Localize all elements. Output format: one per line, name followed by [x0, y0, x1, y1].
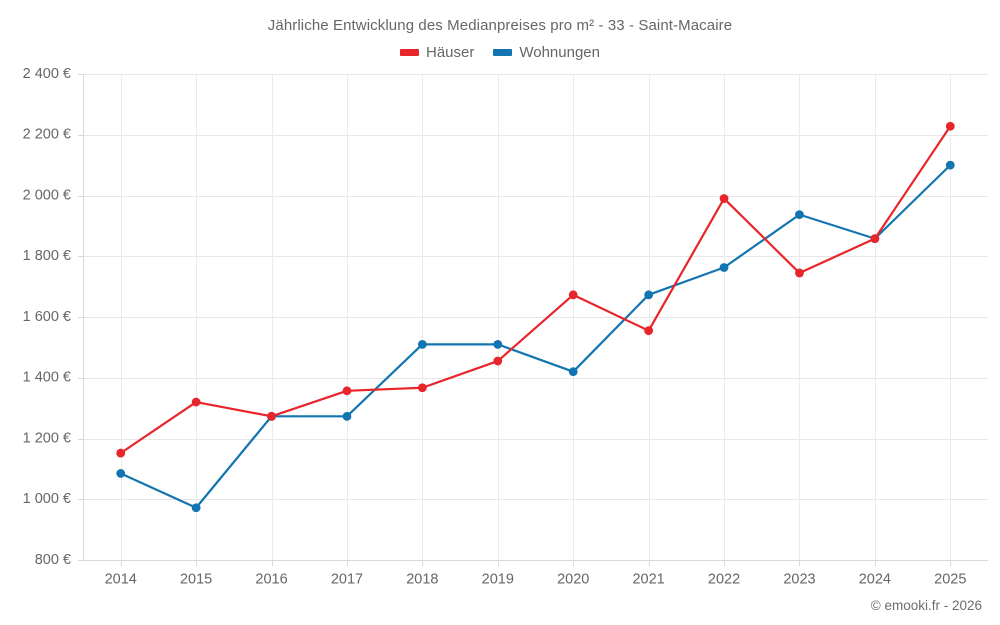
data-point[interactable]: [719, 194, 729, 203]
series-line-wohnungen: [119, 164, 952, 509]
data-point[interactable]: [568, 290, 578, 300]
y-tick-label: 800 €: [35, 552, 71, 568]
x-tick-label: 2021: [632, 572, 664, 588]
y-tick-label: 1 000 €: [23, 491, 71, 507]
y-axis-tick-labels: 800 € 1 000 € 1 200 € 1 400 € 1 600 € 1 800 €…: [23, 66, 71, 568]
data-point[interactable]: [870, 234, 880, 244]
data-point[interactable]: [417, 383, 427, 393]
x-tick-label: 2022: [708, 572, 740, 588]
data-point[interactable]: [568, 367, 578, 377]
grid-layer: [83, 74, 988, 561]
data-point[interactable]: [945, 121, 955, 131]
x-tick-label: 2025: [934, 572, 966, 588]
y-tick-label: 1 600 €: [23, 309, 71, 325]
y-tick-label: 2 200 €: [23, 127, 71, 143]
data-point[interactable]: [493, 339, 503, 349]
data-point[interactable]: [493, 356, 503, 366]
data-point[interactable]: [191, 397, 201, 407]
x-tick-label: 2018: [406, 572, 438, 588]
x-tick-label: 2017: [331, 572, 363, 588]
legend-swatch-hauser: [400, 49, 419, 56]
data-point[interactable]: [116, 469, 126, 478]
chart-title: Jährliche Entwicklung des Medianpreises …: [267, 17, 733, 34]
data-point[interactable]: [116, 448, 126, 458]
series-layer: [116, 121, 955, 513]
x-tick-label: 2019: [482, 572, 514, 588]
data-point[interactable]: [945, 160, 955, 170]
y-tick-label: 2 000 €: [23, 187, 71, 203]
data-point[interactable]: [795, 268, 804, 278]
data-point[interactable]: [644, 326, 654, 336]
data-point[interactable]: [191, 503, 201, 513]
x-tick-label: 2014: [105, 572, 137, 588]
data-point[interactable]: [417, 339, 427, 349]
data-point[interactable]: [267, 411, 276, 421]
data-point[interactable]: [644, 290, 654, 300]
y-tick-label: 1 200 €: [23, 430, 71, 446]
data-point[interactable]: [342, 386, 352, 396]
x-tick-label: 2015: [180, 572, 212, 588]
data-point[interactable]: [342, 411, 352, 421]
x-axis-tick-labels: 2014 2015 2016 2017 2018 2019 2020 2021 2022 2023…: [105, 572, 967, 588]
axis-layer: [78, 74, 951, 566]
legend-item-hauser[interactable]: Häuser: [400, 45, 474, 60]
x-tick-label: 2020: [557, 572, 589, 588]
data-point[interactable]: [719, 263, 729, 272]
y-tick-label: 2 400 €: [23, 66, 71, 82]
legend-item-wohnungen[interactable]: Wohnungen: [493, 45, 600, 60]
y-tick-label: 1 800 €: [23, 248, 71, 264]
data-point[interactable]: [795, 210, 804, 220]
legend-label-hauser: Häuser: [426, 44, 475, 61]
series-line-häuser: [119, 125, 952, 455]
legend-swatch-wohnungen: [493, 49, 513, 56]
chart-legend: Häuser Wohnungen: [0, 45, 1000, 60]
x-tick-label: 2023: [783, 572, 815, 588]
footer-credit: © emooki.fr - 2026: [870, 598, 982, 613]
x-tick-label: 2016: [255, 572, 287, 588]
legend-label-wohnungen: Wohnungen: [519, 44, 600, 61]
x-tick-label: 2024: [859, 572, 891, 588]
y-tick-label: 1 400 €: [23, 370, 71, 386]
